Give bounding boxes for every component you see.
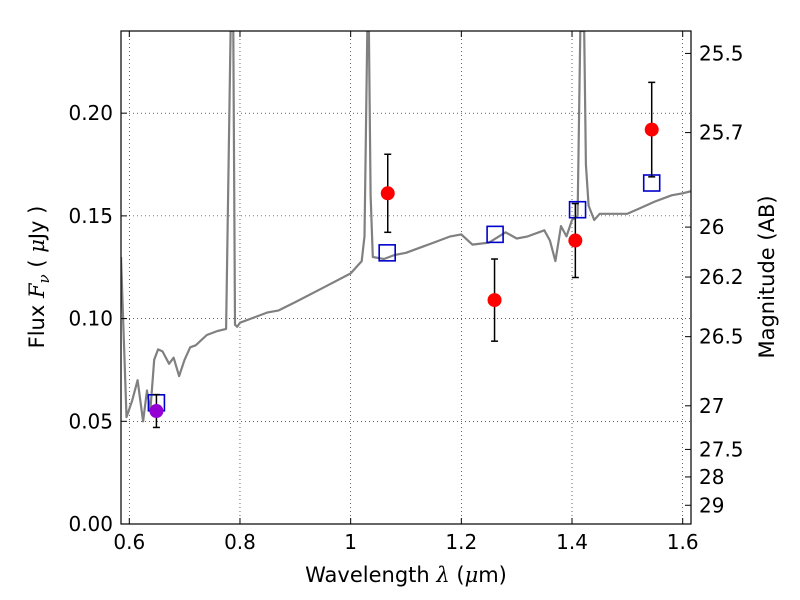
mag-tick-label: 26.2 bbox=[699, 265, 744, 289]
x-tick-label: 1.2 bbox=[445, 530, 477, 554]
observed-flux-point bbox=[487, 293, 502, 308]
x-tick-label: 1.4 bbox=[556, 530, 588, 554]
mag-tick-label: 27.5 bbox=[699, 437, 744, 461]
mag-tick-label: 25.7 bbox=[699, 121, 744, 145]
axis-ticks: 0.6 0.8 1 1.2 1.4 1.6 0.00 0.05 0.10 0.15 0.20 25.5… bbox=[68, 31, 744, 554]
mag-tick-label: 26 bbox=[699, 215, 724, 239]
x-tick-label: 1.6 bbox=[667, 530, 699, 554]
observed-flux-point bbox=[149, 404, 164, 419]
mag-tick-label: 26.5 bbox=[699, 325, 744, 349]
mag-tick-label: 27 bbox=[699, 394, 724, 418]
plot-background bbox=[121, 31, 691, 524]
y-axis-right-label: Magnitude (AB) bbox=[755, 195, 779, 358]
mag-tick-label: 28 bbox=[699, 465, 724, 489]
y-tick-label: 0.10 bbox=[68, 307, 113, 331]
x-tick-label: 0.6 bbox=[113, 530, 145, 554]
observed-flux-point bbox=[380, 186, 395, 201]
model-flux-square bbox=[568, 200, 587, 219]
y-tick-label: 0.00 bbox=[68, 512, 113, 536]
y-tick-label: 0.05 bbox=[68, 409, 113, 433]
y-tick-label: 0.20 bbox=[68, 101, 113, 125]
observed-flux-point bbox=[568, 233, 583, 248]
observed-flux-point bbox=[644, 122, 659, 137]
y-tick-label: 0.15 bbox=[68, 204, 113, 228]
x-tick-label: 0.8 bbox=[224, 530, 256, 554]
x-axis-label: Wavelength λ (μm) bbox=[305, 563, 507, 587]
y-axis-label: Flux Fν ( μJy ) bbox=[25, 206, 53, 349]
model-flux-square bbox=[486, 225, 504, 244]
mag-tick-label: 25.5 bbox=[699, 41, 744, 65]
spectrum-line bbox=[121, 31, 691, 423]
x-tick-label: 1 bbox=[344, 530, 357, 554]
mag-tick-label: 29 bbox=[699, 493, 724, 517]
photometry-series bbox=[147, 81, 661, 429]
model-flux-square bbox=[378, 244, 396, 262]
spectrum-series bbox=[121, 31, 691, 423]
